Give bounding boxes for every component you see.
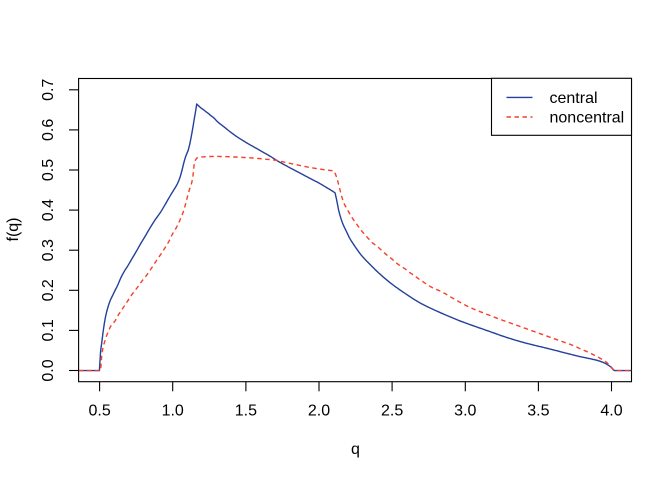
svg-text:f(q): f(q) <box>5 218 22 242</box>
svg-text:0.7: 0.7 <box>40 79 57 101</box>
svg-text:0.5: 0.5 <box>40 159 57 181</box>
svg-text:central: central <box>550 90 598 107</box>
svg-text:0.1: 0.1 <box>40 319 57 341</box>
svg-text:0.0: 0.0 <box>40 359 57 381</box>
svg-text:0.4: 0.4 <box>40 199 57 221</box>
svg-text:4.0: 4.0 <box>600 403 622 420</box>
svg-text:0.6: 0.6 <box>40 119 57 141</box>
svg-text:noncentral: noncentral <box>550 110 625 127</box>
svg-text:0.5: 0.5 <box>88 403 110 420</box>
svg-text:q: q <box>351 441 360 458</box>
svg-text:3.5: 3.5 <box>527 403 549 420</box>
svg-text:2.5: 2.5 <box>381 403 403 420</box>
svg-text:1.0: 1.0 <box>162 403 184 420</box>
svg-text:2.0: 2.0 <box>308 403 330 420</box>
svg-text:0.3: 0.3 <box>40 239 57 261</box>
svg-text:0.2: 0.2 <box>40 279 57 301</box>
svg-text:3.0: 3.0 <box>454 403 476 420</box>
svg-text:1.5: 1.5 <box>235 403 257 420</box>
